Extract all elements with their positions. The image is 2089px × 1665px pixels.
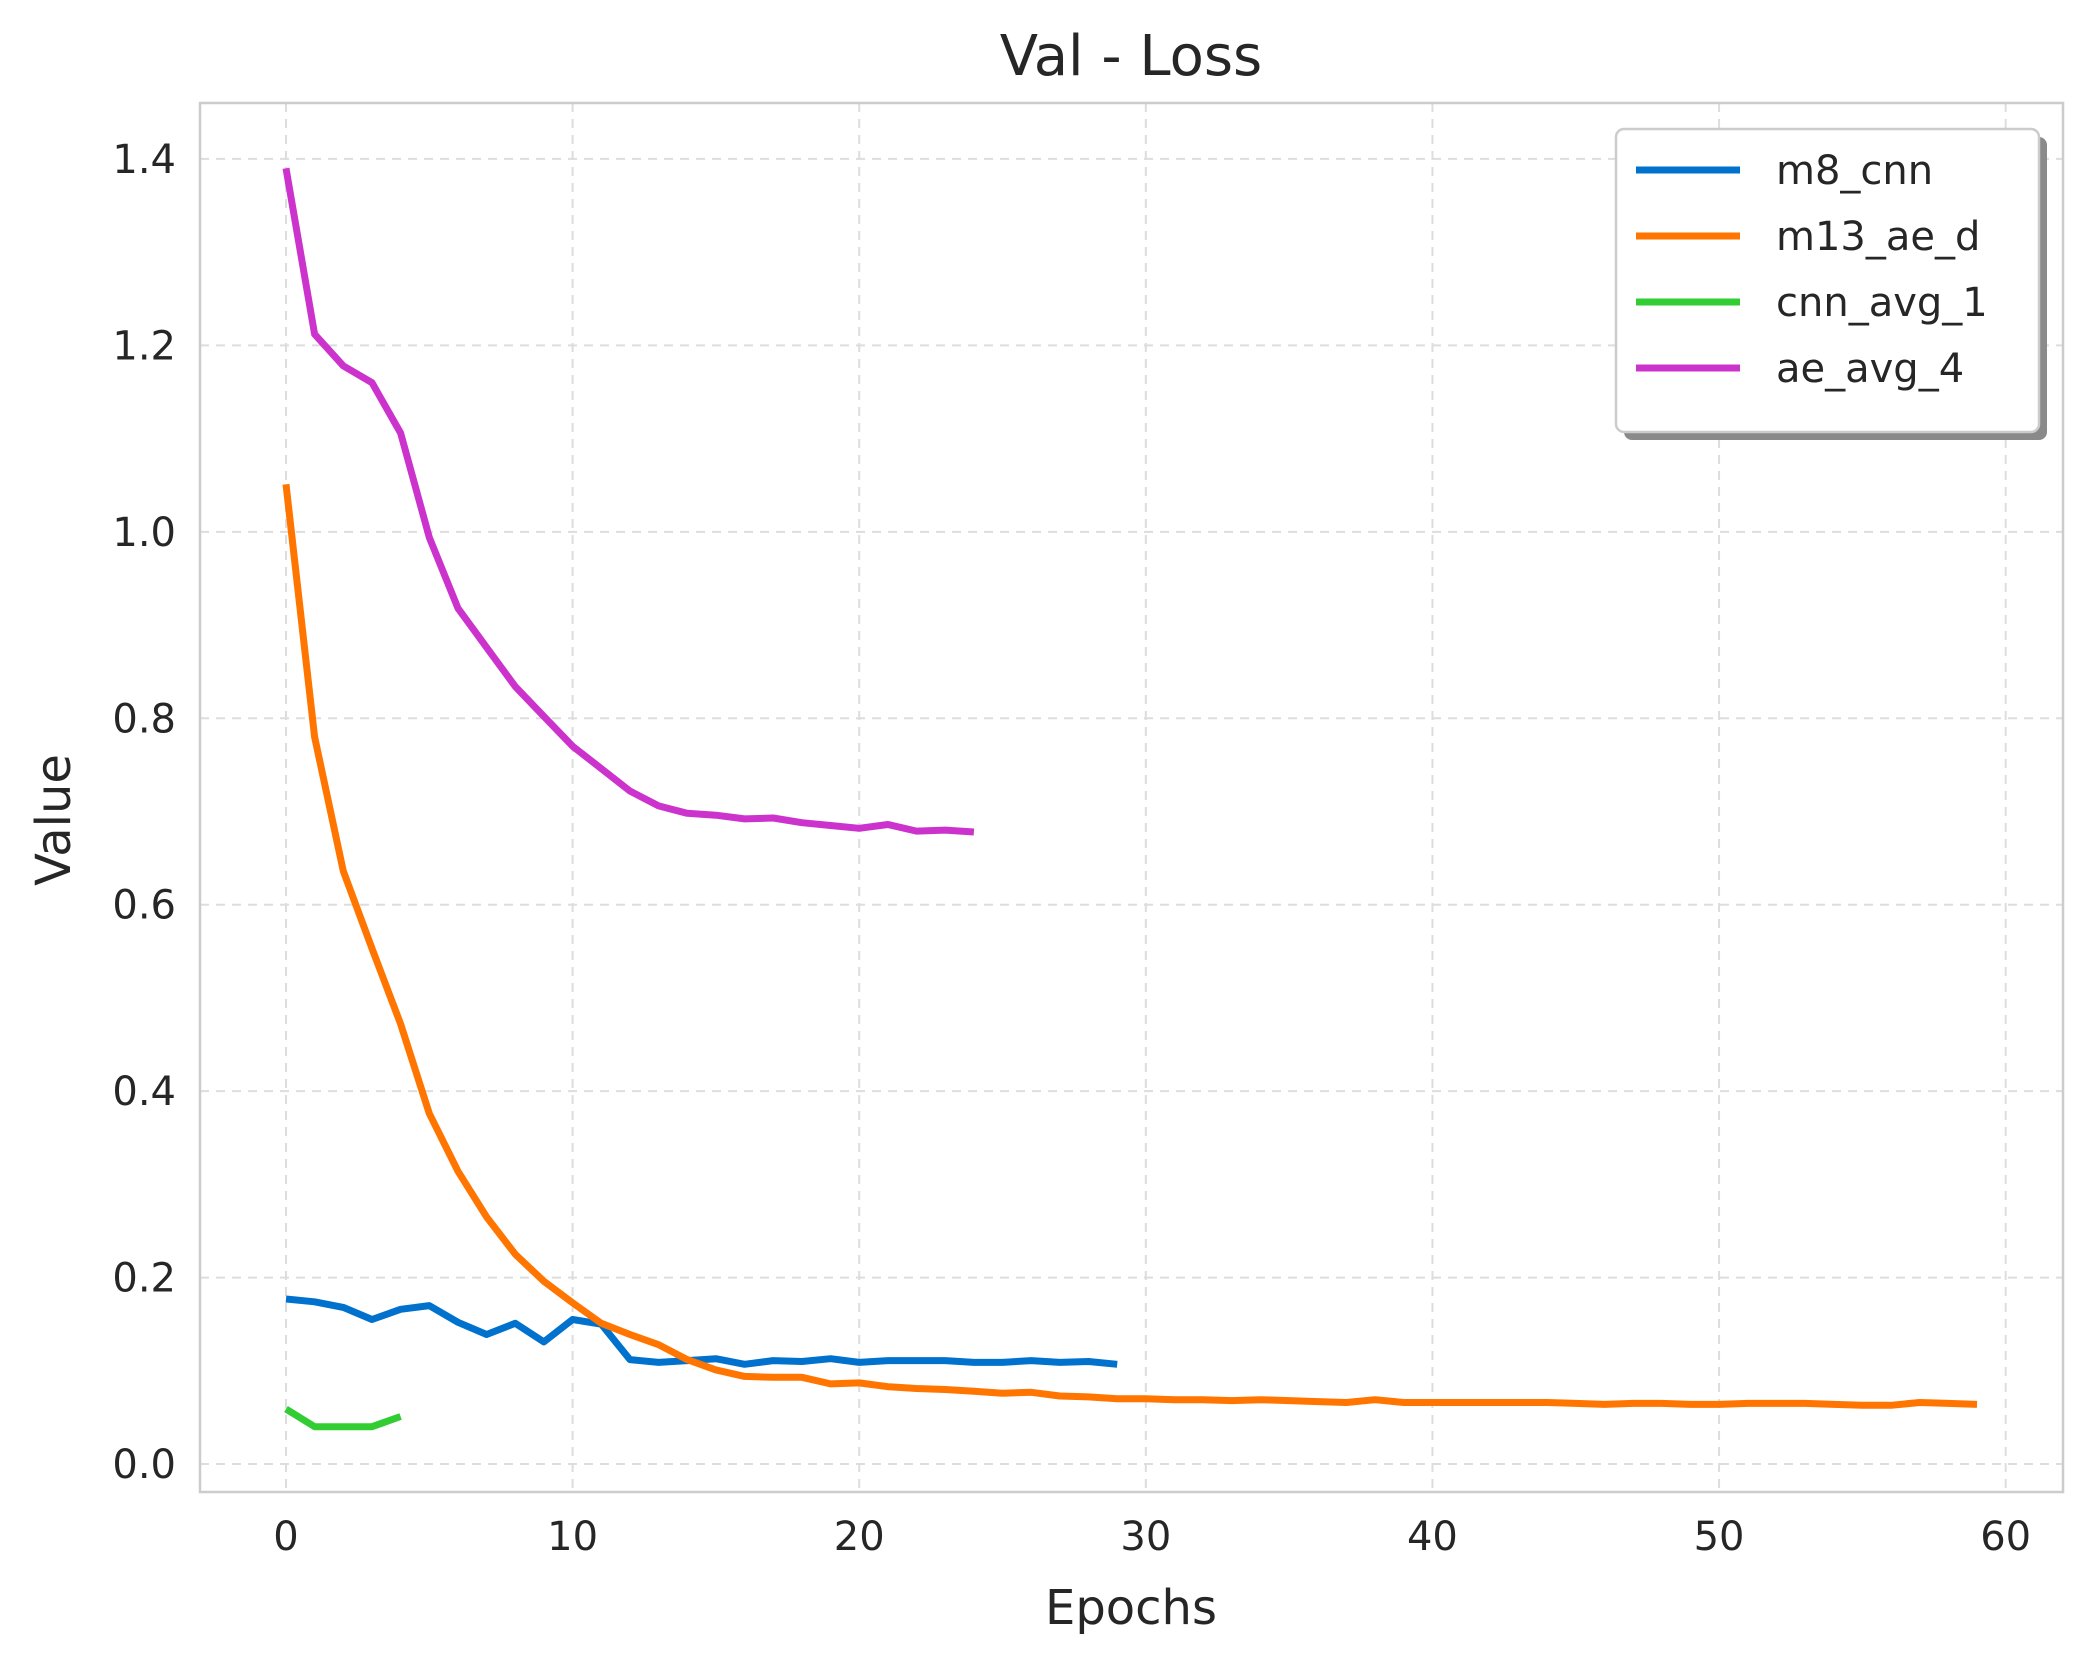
- series-line-ae-avg-4: [282, 167, 975, 836]
- legend-label: cnn_avg_1: [1776, 280, 1988, 326]
- plot-frame: [198, 101, 2065, 1494]
- y-tick-label: 0.2: [112, 1256, 176, 1302]
- y-tick-label: 0.8: [112, 696, 176, 742]
- legend-label: m8_cnn: [1776, 148, 1933, 194]
- x-tick-label: 60: [1980, 1514, 2031, 1560]
- series-line-m13-ae-d: [282, 483, 1978, 1409]
- x-tick-label: 50: [1694, 1514, 1745, 1560]
- legend: m8_cnn m13_ae_d cnn_avg_1 ae_avg_4: [1614, 127, 2047, 440]
- y-axis-title: Value: [26, 754, 82, 886]
- series-lines: [282, 167, 1978, 1431]
- legend-label: ae_avg_4: [1776, 346, 1964, 392]
- y-tick-label: 1.4: [112, 137, 176, 183]
- y-tick-label: 1.2: [112, 323, 176, 369]
- chart-title: Val - Loss: [1000, 24, 1262, 89]
- y-tick-label: 0.4: [112, 1069, 176, 1115]
- series-line-cnn-avg-1: [284, 1406, 402, 1431]
- x-tick-label: 40: [1407, 1514, 1458, 1560]
- legend-label: m13_ae_d: [1776, 214, 1980, 260]
- x-axis-title: Epochs: [1045, 1580, 1217, 1636]
- legend-items: m8_cnn m13_ae_d cnn_avg_1 ae_avg_4: [1636, 148, 1988, 392]
- y-tick-label: 0.6: [112, 883, 176, 929]
- tick-labels: 0 10 20 30 40 50 60 0.0 0.2 0.4 0.6 0.8 1.0 1.2 1.4: [112, 137, 2031, 1560]
- grid-lines: [200, 103, 2063, 1492]
- legend-box: [1614, 127, 2041, 434]
- x-tick-label: 20: [834, 1514, 885, 1560]
- x-tick-label: 0: [273, 1514, 298, 1560]
- x-tick-label: 30: [1120, 1514, 1171, 1560]
- y-tick-label: 0.0: [112, 1442, 176, 1488]
- y-tick-label: 1.0: [112, 510, 176, 556]
- series-line-m8-cnn: [285, 1295, 1118, 1368]
- x-tick-label: 10: [547, 1514, 598, 1560]
